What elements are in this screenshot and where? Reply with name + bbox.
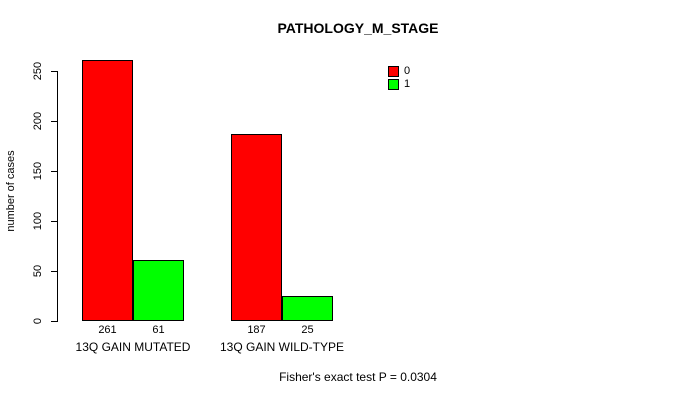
y-tick	[51, 71, 57, 72]
y-tick	[51, 321, 57, 322]
bar-value-label: 25	[301, 324, 314, 336]
annotation-fisher-test: Fisher's exact test P = 0.0304	[279, 370, 437, 384]
chart-title: PATHOLOGY_M_STAGE	[277, 20, 439, 36]
y-tick-label: 100	[32, 211, 44, 231]
category-label: 13Q GAIN WILD-TYPE	[219, 340, 345, 354]
legend: 0 1	[388, 65, 410, 91]
bar-value-label: 187	[247, 324, 266, 336]
y-tick	[51, 121, 57, 122]
y-tick	[51, 221, 57, 222]
legend-item: 1	[388, 78, 410, 90]
legend-swatch-red	[388, 65, 399, 77]
y-tick	[51, 171, 57, 172]
bar-series-0	[231, 134, 282, 321]
bar-series-1	[282, 296, 333, 321]
y-tick-label: 200	[32, 111, 44, 131]
legend-label: 0	[404, 65, 411, 77]
bar-value-label: 261	[98, 324, 117, 336]
y-tick-label: 50	[32, 264, 44, 278]
category-label: 13Q GAIN MUTATED	[75, 340, 191, 354]
legend-swatch-green	[388, 78, 399, 90]
bar-series-1	[133, 260, 184, 321]
legend-item: 0	[388, 65, 410, 77]
bar-series-0	[82, 60, 133, 321]
y-axis-line	[57, 71, 58, 322]
legend-label: 1	[404, 78, 411, 90]
y-tick-label: 250	[32, 61, 44, 81]
y-tick	[51, 271, 57, 272]
y-tick-label: 150	[32, 161, 44, 181]
bar-value-label: 61	[152, 324, 165, 336]
y-tick-label: 0	[32, 317, 44, 325]
